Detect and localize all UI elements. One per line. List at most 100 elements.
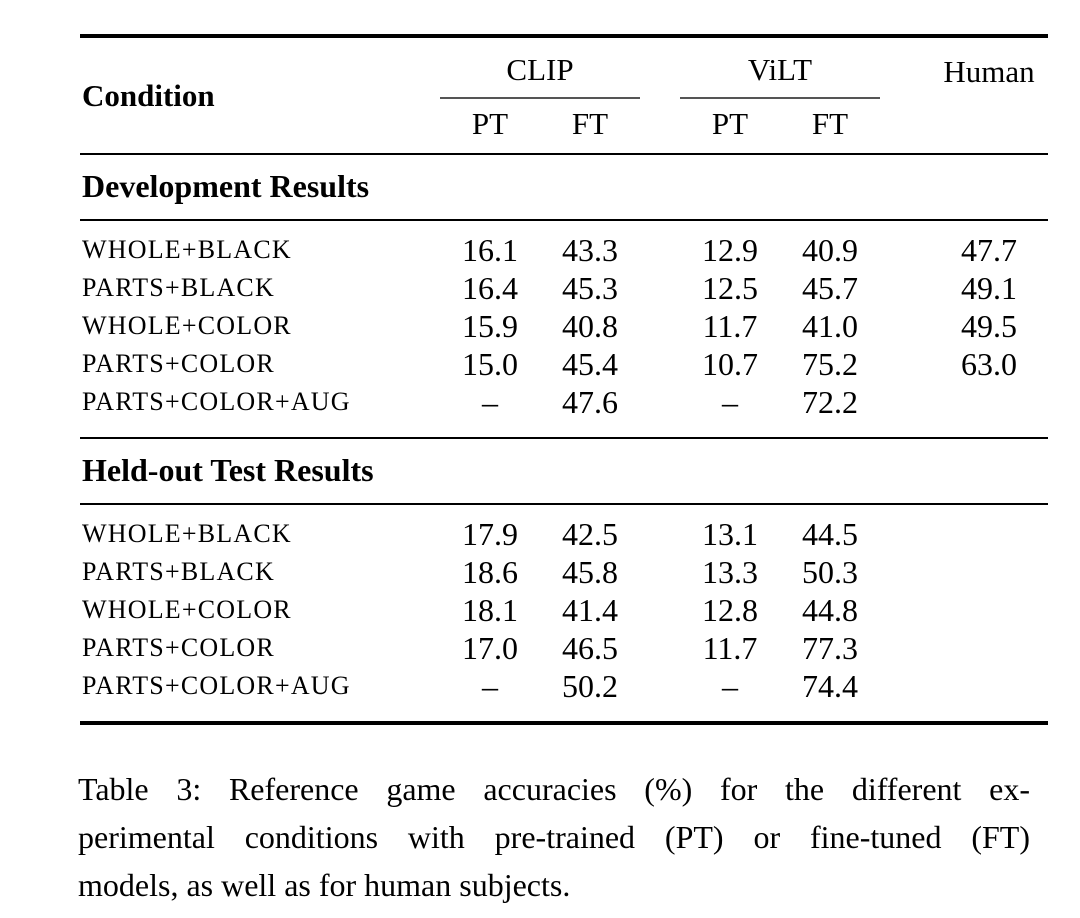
value-vilt-ft: 75.2	[802, 346, 858, 382]
column-gap	[640, 307, 680, 345]
results-table: Condition CLIP ViLT Human PT FT PT FT De…	[80, 34, 1049, 725]
value-clip-ft: 46.5	[562, 630, 618, 666]
value-human	[930, 629, 1048, 667]
value-clip-ft: 40.8	[562, 308, 618, 344]
value-clip-pt: 15.9	[462, 308, 518, 344]
column-gap	[880, 383, 930, 438]
condition-label: WHOLE+BLACK	[82, 235, 292, 264]
col-header-vilt: ViLT	[680, 36, 881, 99]
value-vilt-pt: 12.5	[702, 270, 758, 306]
value-human	[930, 383, 1048, 438]
caption-line: models, as well as for human subjects.	[78, 867, 571, 903]
value-vilt-pt: 11.7	[702, 630, 758, 666]
value-clip-ft: 42.5	[562, 516, 618, 552]
col-header-condition: Condition	[80, 36, 440, 155]
column-gap	[880, 553, 930, 591]
value-clip-pt: 15.0	[462, 346, 518, 382]
value-vilt-pt: 13.3	[702, 554, 758, 590]
column-gap	[880, 220, 930, 269]
condition-label: PARTS+BLACK	[82, 273, 275, 302]
table-row: PARTS+COLOR+AUG – 50.2 – 74.4	[80, 667, 1048, 723]
table-row: WHOLE+COLOR 18.1 41.4 12.8 44.8	[80, 591, 1048, 629]
value-vilt-pt: 11.7	[702, 308, 758, 344]
column-gap	[640, 667, 680, 723]
value-vilt-pt: –	[722, 668, 738, 704]
value-vilt-pt: 10.7	[702, 346, 758, 382]
value-vilt-ft: 77.3	[802, 630, 858, 666]
value-clip-pt: 18.1	[462, 592, 518, 628]
value-human: 49.5	[961, 308, 1018, 344]
value-clip-pt: 17.9	[462, 516, 518, 552]
condition-label: PARTS+BLACK	[82, 557, 275, 586]
value-clip-pt: 16.4	[462, 270, 518, 306]
value-clip-pt: –	[482, 668, 498, 704]
section-title: Held-out Test Results	[80, 437, 1049, 505]
paper-page: Condition CLIP ViLT Human PT FT PT FT De…	[0, 34, 1080, 918]
value-human: 49.1	[961, 270, 1018, 306]
col-header-clip-ft: FT	[540, 98, 640, 155]
column-gap	[640, 36, 680, 155]
column-gap	[640, 591, 680, 629]
value-human	[930, 504, 1048, 553]
column-gap	[640, 220, 680, 269]
value-vilt-ft: 44.8	[802, 592, 858, 628]
value-vilt-pt: –	[722, 384, 738, 420]
value-human	[930, 553, 1048, 591]
column-gap	[880, 504, 930, 553]
value-vilt-pt: 12.8	[702, 592, 758, 628]
value-clip-pt: –	[482, 384, 498, 420]
section-header-development: Development Results	[80, 153, 1049, 221]
condition-label: WHOLE+COLOR	[82, 311, 292, 340]
value-clip-ft: 50.2	[562, 668, 618, 704]
condition-label: PARTS+COLOR	[82, 349, 275, 378]
column-gap	[640, 383, 680, 438]
table-row: PARTS+BLACK 16.4 45.3 12.5 45.7 49.1	[80, 269, 1048, 307]
value-human	[930, 591, 1048, 629]
value-human	[930, 667, 1048, 723]
value-vilt-ft: 74.4	[802, 668, 858, 704]
value-vilt-pt: 12.9	[702, 232, 758, 268]
value-clip-ft: 43.3	[562, 232, 618, 268]
value-vilt-ft: 40.9	[802, 232, 858, 268]
condition-label: PARTS+COLOR+AUG	[82, 387, 351, 416]
col-header-clip: CLIP	[440, 36, 640, 99]
header-row-pt-ft: PT FT PT FT	[80, 98, 1048, 155]
table-row: PARTS+BLACK 18.6 45.8 13.3 50.3	[80, 553, 1048, 591]
value-clip-ft: 41.4	[562, 592, 618, 628]
header-row-models: Condition CLIP ViLT Human	[80, 36, 1049, 155]
value-clip-ft: 45.4	[562, 346, 618, 382]
value-vilt-ft: 72.2	[802, 384, 858, 420]
table-row: PARTS+COLOR 17.0 46.5 11.7 77.3	[80, 629, 1048, 667]
col-header-vilt-ft: FT	[780, 98, 881, 155]
col-header-vilt-pt: PT	[680, 98, 780, 155]
column-gap	[880, 307, 930, 345]
table-row: PARTS+COLOR 15.0 45.4 10.7 75.2 63.0	[80, 345, 1048, 383]
column-gap	[880, 667, 930, 723]
value-clip-pt: 18.6	[462, 554, 518, 590]
condition-label: PARTS+COLOR+AUG	[82, 671, 351, 700]
table-row: WHOLE+COLOR 15.9 40.8 11.7 41.0 49.5	[80, 307, 1048, 345]
column-gap	[880, 269, 930, 307]
table-row: WHOLE+BLACK 17.9 42.5 13.1 44.5	[80, 504, 1048, 553]
table-caption: Table 3: Reference game accuracies (%) f…	[78, 765, 1030, 909]
value-vilt-ft: 41.0	[802, 308, 858, 344]
value-clip-pt: 17.0	[462, 630, 518, 666]
section-title: Development Results	[80, 153, 1049, 221]
condition-label: WHOLE+BLACK	[82, 519, 292, 548]
condition-label: PARTS+COLOR	[82, 633, 275, 662]
value-vilt-ft: 45.7	[802, 270, 858, 306]
column-gap	[640, 345, 680, 383]
value-human: 47.7	[961, 232, 1018, 268]
column-gap	[640, 269, 680, 307]
column-gap	[640, 504, 680, 553]
value-vilt-ft: 50.3	[802, 554, 858, 590]
section-header-heldout: Held-out Test Results	[80, 437, 1049, 505]
column-gap	[880, 629, 930, 667]
column-gap	[880, 591, 930, 629]
value-human: 63.0	[961, 346, 1018, 382]
condition-label: WHOLE+COLOR	[82, 595, 292, 624]
value-vilt-pt: 13.1	[702, 516, 758, 552]
col-header-clip-pt: PT	[440, 98, 540, 155]
value-clip-pt: 16.1	[462, 232, 518, 268]
value-clip-ft: 45.3	[562, 270, 618, 306]
